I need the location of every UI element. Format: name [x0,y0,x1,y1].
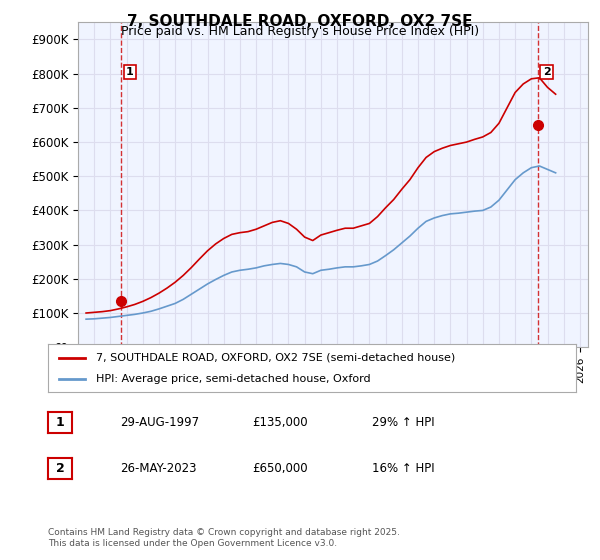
Text: £650,000: £650,000 [252,462,308,475]
Text: 29-AUG-1997: 29-AUG-1997 [120,416,199,430]
Text: 26-MAY-2023: 26-MAY-2023 [120,462,197,475]
Text: Contains HM Land Registry data © Crown copyright and database right 2025.
This d: Contains HM Land Registry data © Crown c… [48,528,400,548]
Text: 2: 2 [56,461,64,475]
Text: 1: 1 [56,416,64,429]
Text: 16% ↑ HPI: 16% ↑ HPI [372,462,434,475]
Text: HPI: Average price, semi-detached house, Oxford: HPI: Average price, semi-detached house,… [95,374,370,384]
Text: 7, SOUTHDALE ROAD, OXFORD, OX2 7SE (semi-detached house): 7, SOUTHDALE ROAD, OXFORD, OX2 7SE (semi… [95,353,455,363]
Text: £135,000: £135,000 [252,416,308,430]
Text: 2: 2 [542,67,550,77]
Text: 7, SOUTHDALE ROAD, OXFORD, OX2 7SE: 7, SOUTHDALE ROAD, OXFORD, OX2 7SE [127,14,473,29]
Text: 29% ↑ HPI: 29% ↑ HPI [372,416,434,430]
Text: 1: 1 [126,67,134,77]
Text: Price paid vs. HM Land Registry's House Price Index (HPI): Price paid vs. HM Land Registry's House … [121,25,479,38]
